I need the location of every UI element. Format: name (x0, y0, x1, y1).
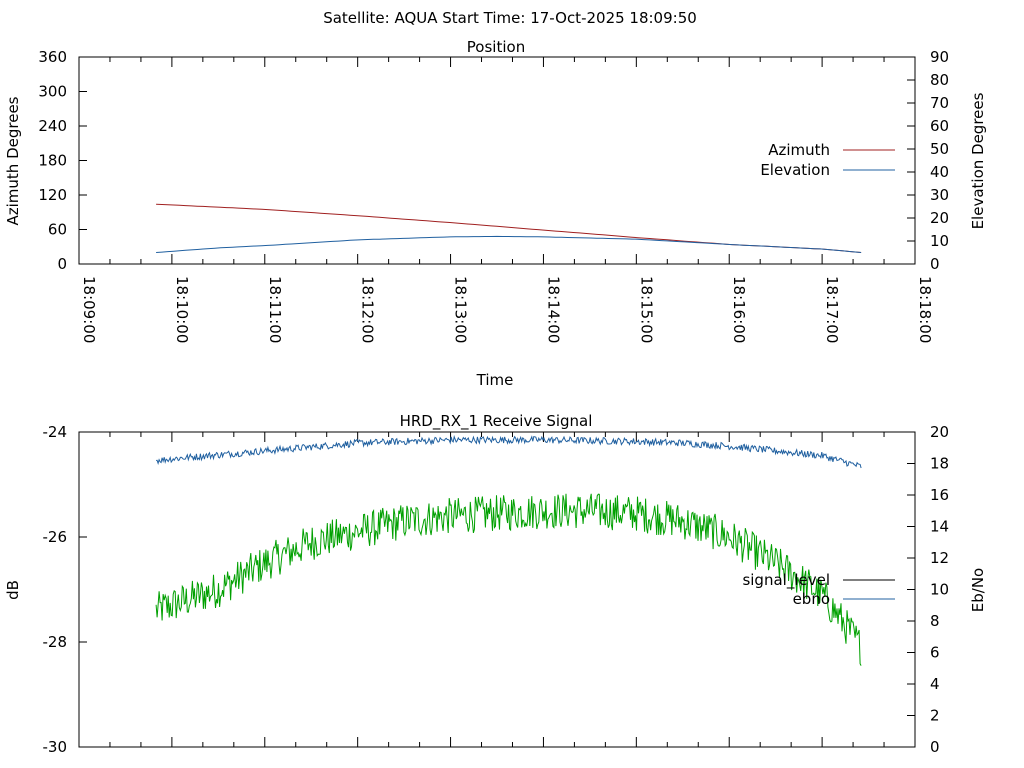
y-tick-label: 120 (38, 186, 67, 204)
x-tick-label: 18:13:00 (452, 276, 470, 343)
x-tick-label: 18:09:00 (80, 276, 98, 343)
signal-y2label: Eb/No (969, 568, 987, 612)
x-tick-label: 18:10:00 (173, 276, 191, 343)
y-tick-label: 180 (38, 152, 67, 170)
y2-tick-label: 10 (930, 581, 949, 599)
x-tick-label: 18:18:00 (916, 276, 934, 343)
y-tick-label: -28 (43, 633, 68, 651)
series-line-ebno (156, 435, 862, 469)
signal-plot-frame (78, 431, 916, 748)
y2-tick-label: 12 (930, 549, 949, 567)
y2-tick-label: 60 (930, 117, 949, 135)
y-tick-label: -26 (43, 528, 68, 546)
y-tick-label: 60 (48, 221, 67, 239)
position-title: Position (467, 38, 525, 56)
y-tick-label: 0 (57, 255, 67, 273)
legend-label: Azimuth (768, 141, 830, 159)
x-tick-label: 18:15:00 (637, 276, 655, 343)
y-tick-label: 300 (38, 83, 67, 101)
x-tick-label: 18:11:00 (266, 276, 284, 343)
y2-tick-label: 2 (930, 707, 940, 725)
x-tick-label: 18:17:00 (823, 276, 841, 343)
signal-ylabel: dB (4, 580, 22, 600)
y-tick-label: 360 (38, 48, 67, 66)
y2-tick-label: 16 (930, 486, 949, 504)
position-xlabel: Time (476, 371, 514, 389)
legend-label: signal_level (742, 571, 830, 590)
position-y2label: Elevation Degrees (969, 92, 987, 229)
y-tick-label: -30 (43, 738, 68, 756)
x-tick-label: 18:12:00 (359, 276, 377, 343)
y2-tick-label: 50 (930, 140, 949, 158)
y2-tick-label: 90 (930, 48, 949, 66)
x-tick-label: 18:14:00 (544, 276, 562, 343)
y-tick-label: -24 (43, 423, 68, 441)
signal-panel: HRD_RX_1 Receive Signal dB Eb/No -24 -26 -… (4, 412, 987, 756)
y2-tick-label: 40 (930, 163, 949, 181)
y2-tick-label: 0 (930, 738, 940, 756)
y2-tick-label: 6 (930, 644, 940, 662)
legend-label: Elevation (760, 161, 830, 179)
y2-tick-label: 14 (930, 518, 949, 536)
y2-tick-label: 20 (930, 423, 949, 441)
x-tick-label: 18:16:00 (730, 276, 748, 343)
y2-tick-label: 30 (930, 186, 949, 204)
chart-header: Satellite: AQUA Start Time: 17-Oct-2025 … (323, 9, 697, 27)
y2-tick-label: 70 (930, 94, 949, 112)
y2-tick-label: 18 (930, 455, 949, 473)
signal-title: HRD_RX_1 Receive Signal (400, 412, 593, 431)
y2-tick-label: 10 (930, 232, 949, 250)
position-panel: Position Azimuth Degrees Elevation Degre… (4, 38, 987, 389)
y2-tick-label: 0 (930, 255, 940, 273)
series-line-signal-level (155, 493, 862, 666)
y2-tick-label: 4 (930, 675, 940, 693)
series-line-elevation (156, 235, 862, 253)
position-ylabel: Azimuth Degrees (4, 96, 22, 225)
y2-tick-label: 20 (930, 209, 949, 227)
y-tick-label: 240 (38, 117, 67, 135)
y2-tick-label: 80 (930, 71, 949, 89)
legend-label: ebno (793, 590, 830, 608)
y2-tick-label: 8 (930, 612, 940, 630)
